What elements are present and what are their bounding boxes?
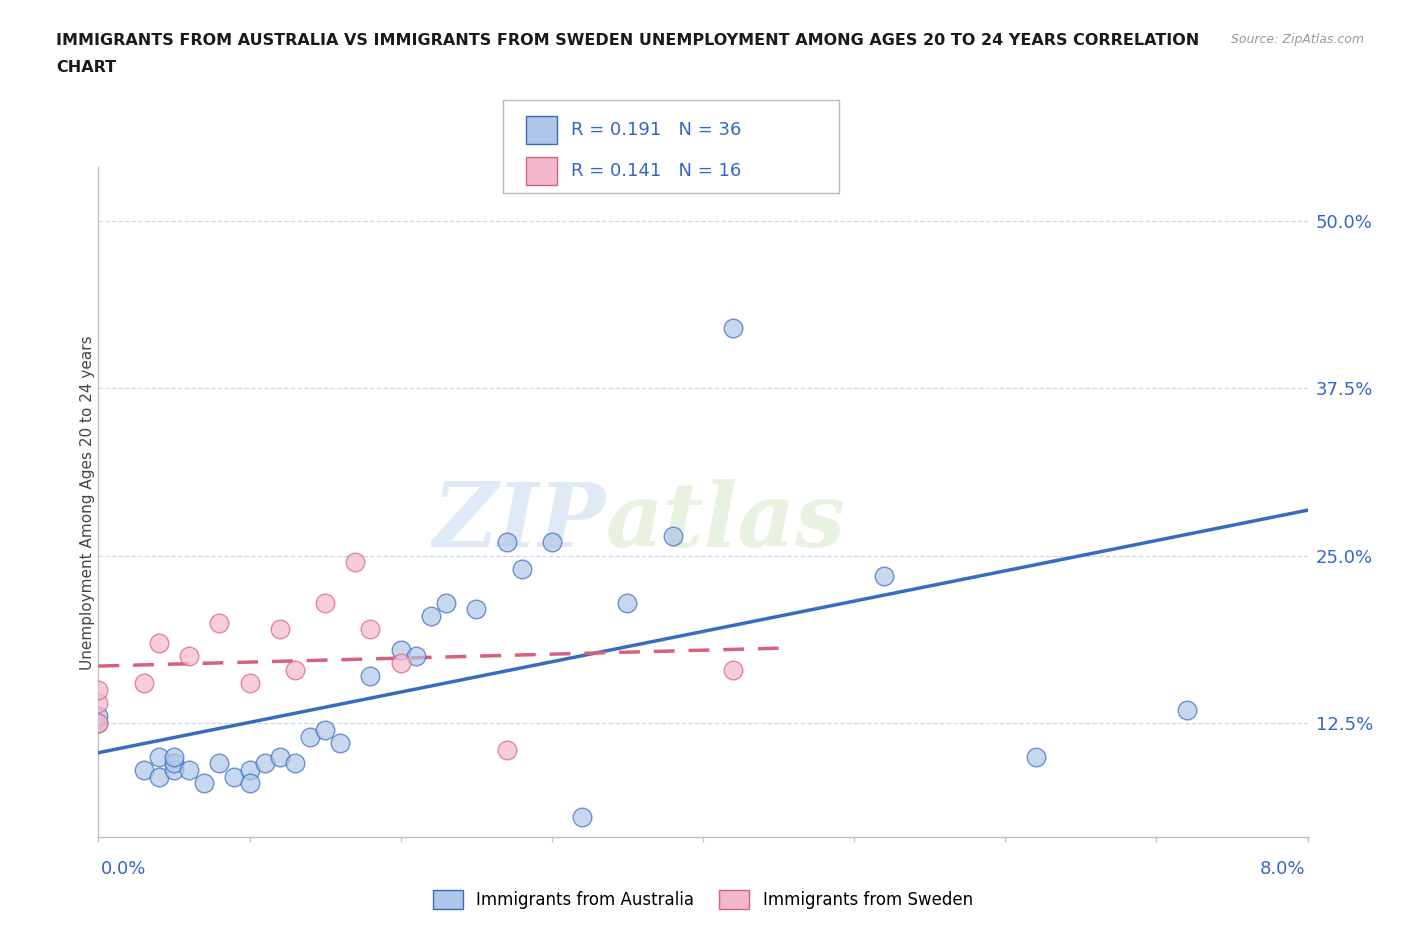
Point (284, 662, 307, 677)
Point (616, 595, 638, 610)
Point (148, 750, 170, 764)
Text: R = 0.191   N = 36: R = 0.191 N = 36 (571, 121, 741, 140)
Point (873, 568, 896, 583)
Point (284, 756, 307, 771)
Point (723, 321, 745, 336)
Point (571, 809, 593, 824)
Point (208, 616, 231, 631)
Text: atlas: atlas (606, 479, 846, 565)
Point (163, 763, 186, 777)
Point (389, 642, 412, 657)
Point (465, 602, 488, 617)
Legend: Immigrants from Australia, Immigrants from Sweden: Immigrants from Australia, Immigrants fr… (426, 884, 980, 916)
Point (87, 696, 110, 711)
Text: 0.0%: 0.0% (101, 860, 146, 878)
Point (224, 769, 246, 784)
Point (87, 683, 110, 698)
Point (239, 776, 262, 790)
Text: ZIP: ZIP (433, 479, 606, 565)
Point (239, 763, 262, 777)
Text: 8.0%: 8.0% (1260, 860, 1305, 878)
Point (163, 756, 186, 771)
Point (360, 622, 382, 637)
Point (389, 656, 412, 671)
Point (495, 535, 517, 550)
Point (329, 736, 352, 751)
Point (87, 716, 110, 731)
Point (1025, 750, 1047, 764)
Point (723, 662, 745, 677)
Text: Source: ZipAtlas.com: Source: ZipAtlas.com (1230, 33, 1364, 46)
Point (314, 595, 336, 610)
Point (434, 595, 457, 610)
Point (193, 776, 215, 790)
Point (662, 528, 685, 543)
Point (148, 769, 170, 784)
Point (510, 562, 533, 577)
Point (239, 675, 262, 690)
Point (148, 635, 170, 650)
Point (132, 763, 155, 777)
Point (253, 756, 276, 771)
Point (269, 622, 291, 637)
Point (360, 669, 382, 684)
Point (1175, 702, 1198, 717)
Point (541, 535, 564, 550)
Point (179, 763, 201, 777)
Point (163, 750, 186, 764)
Point (299, 729, 322, 744)
Point (132, 675, 155, 690)
Y-axis label: Unemployment Among Ages 20 to 24 years: Unemployment Among Ages 20 to 24 years (80, 335, 94, 670)
Text: CHART: CHART (56, 60, 117, 75)
Point (179, 649, 201, 664)
Point (314, 723, 336, 737)
Text: IMMIGRANTS FROM AUSTRALIA VS IMMIGRANTS FROM SWEDEN UNEMPLOYMENT AMONG AGES 20 T: IMMIGRANTS FROM AUSTRALIA VS IMMIGRANTS … (56, 33, 1199, 47)
Point (420, 608, 443, 623)
Point (269, 750, 291, 764)
Point (208, 756, 231, 771)
Point (87, 716, 110, 731)
Point (87, 709, 110, 724)
Point (405, 649, 427, 664)
Point (495, 742, 517, 757)
Text: R = 0.141   N = 16: R = 0.141 N = 16 (571, 162, 741, 180)
Point (344, 555, 367, 570)
